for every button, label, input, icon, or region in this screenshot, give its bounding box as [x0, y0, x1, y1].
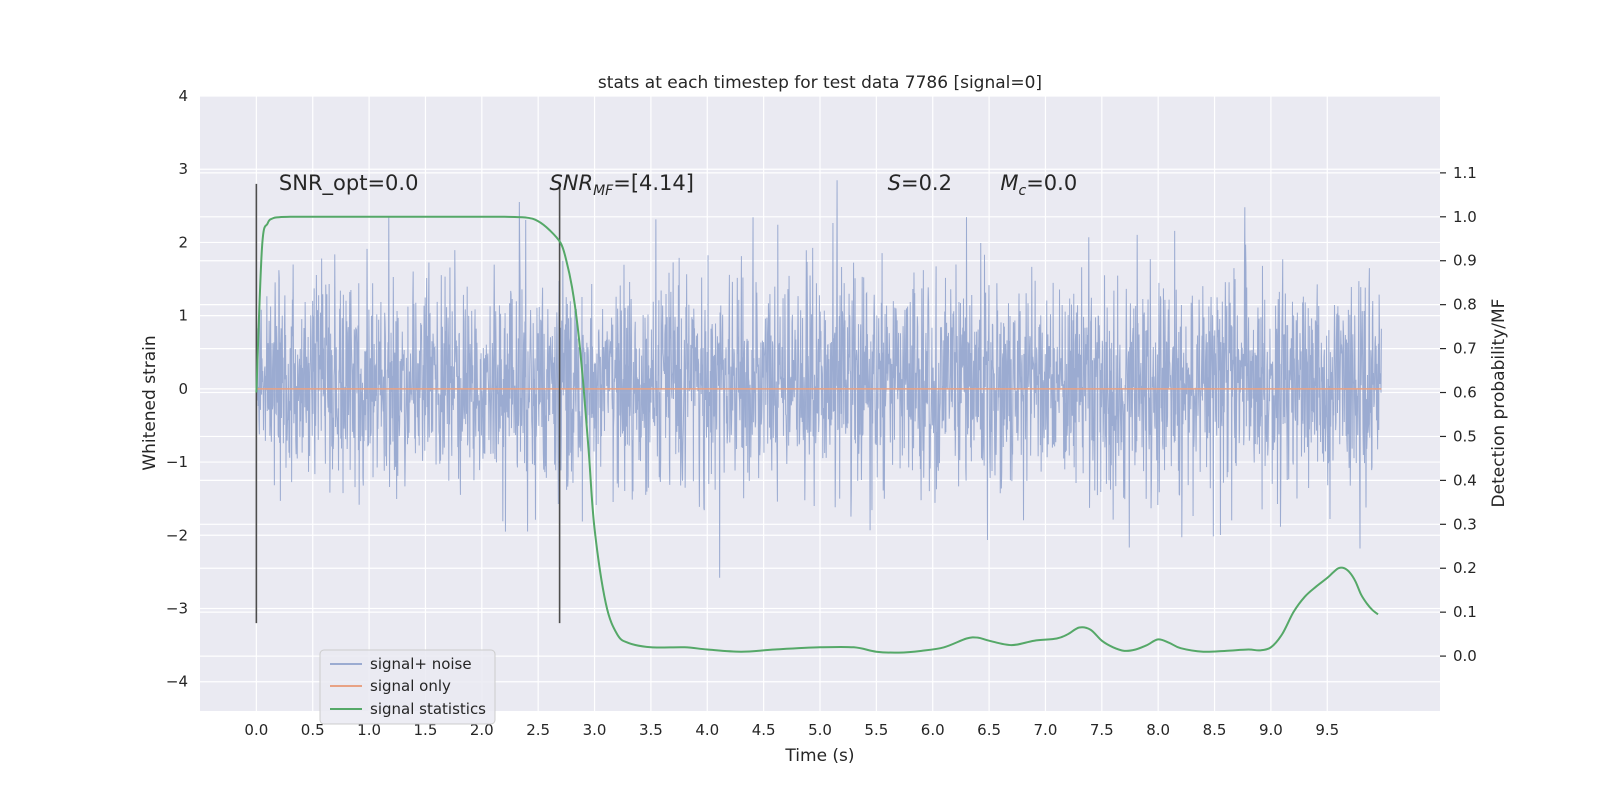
y2-axis-ticks: 1.1 1.0 0.9 0.8 0.7 0.6 0.5 0.4 0.3 0.2 0.1 0.0	[1440, 164, 1477, 665]
y-tick-label: 2	[178, 233, 188, 251]
noise-line	[255, 180, 1382, 578]
x-tick-label: 3.0	[583, 721, 607, 739]
y2-tick-label: 0.7	[1453, 340, 1477, 358]
y2-tick-label: 0.3	[1453, 515, 1477, 533]
y-tick-label: −3	[166, 600, 188, 618]
legend-label-signal-statistics: signal statistics	[370, 700, 486, 718]
y2-tick-label: 0.4	[1453, 471, 1477, 489]
annotation-s: S=0.2	[888, 171, 952, 195]
y2-tick-label: 1.1	[1453, 164, 1477, 182]
series-signal-statistics	[255, 215, 1379, 654]
x-axis-title: Time (s)	[784, 746, 854, 766]
y2-tick-label: 0.1	[1453, 603, 1477, 621]
x-tick-label: 9.0	[1259, 721, 1283, 739]
annotation-snr-opt: SNR_opt=0.0	[279, 171, 419, 196]
y-tick-label: −1	[166, 453, 188, 471]
legend-label-signal-noise: signal+ noise	[370, 655, 472, 673]
x-tick-label: 0.0	[244, 721, 268, 739]
y-axis-title: Whitened strain	[140, 335, 160, 470]
x-tick-label: 0.5	[301, 721, 325, 739]
annotations: SNR_opt=0.0 SNRMF=[4.14] S=0.2 Mc=0.0	[279, 171, 1077, 199]
y2-axis-title: Detection probability/MF	[1489, 299, 1509, 508]
x-tick-label: 5.5	[864, 721, 888, 739]
annotation-mc: Mc=0.0	[1000, 171, 1077, 199]
x-tick-label: 2.5	[526, 721, 550, 739]
x-tick-label: 1.5	[414, 721, 438, 739]
x-tick-label: 4.0	[695, 721, 719, 739]
legend: signal+ noise signal only signal statist…	[319, 649, 496, 725]
vertical-markers	[255, 183, 561, 624]
y2-tick-label: 0.5	[1453, 427, 1477, 445]
x-tick-label: 8.5	[1203, 721, 1227, 739]
y-tick-label: 4	[178, 87, 188, 105]
x-tick-label: 5.0	[808, 721, 832, 739]
x-tick-label: 9.5	[1315, 721, 1339, 739]
x-tick-label: 6.5	[977, 721, 1001, 739]
x-tick-label: 8.0	[1146, 721, 1170, 739]
x-axis-ticks: 0.0 0.5 1.0 1.5 2.0 2.5 3.0 3.5 4.0 4.5 5.0 5.5 6.0 6…	[244, 721, 1339, 739]
x-tick-label: 7.0	[1034, 721, 1058, 739]
y-axis-ticks: 4 3 2 1 0 −1 −2 −3 −4	[166, 87, 188, 691]
y2-tick-label: 0.8	[1453, 296, 1477, 314]
y2-tick-label: 0.6	[1453, 384, 1477, 402]
y2-tick-label: 0.0	[1453, 647, 1477, 665]
y-tick-label: −2	[166, 526, 188, 544]
x-tick-label: 7.5	[1090, 721, 1114, 739]
legend-label-signal-only: signal only	[370, 677, 451, 695]
y2-tick-label: 0.2	[1453, 559, 1477, 577]
chart-title: stats at each timestep for test data 778…	[598, 73, 1042, 93]
x-tick-label: 6.0	[921, 721, 945, 739]
y2-tick-label: 0.9	[1453, 252, 1477, 270]
y-tick-label: 0	[178, 380, 188, 398]
x-tick-label: 3.5	[639, 721, 663, 739]
statistics-line	[255, 215, 1379, 654]
legend-box	[319, 649, 496, 725]
x-tick-label: 4.5	[752, 721, 776, 739]
y-tick-label: 3	[178, 160, 188, 178]
y2-tick-label: 1.0	[1453, 208, 1477, 226]
x-tick-label: 1.0	[357, 721, 381, 739]
y-tick-label: 1	[178, 307, 188, 325]
x-tick-label: 2.0	[470, 721, 494, 739]
series-signal-noise	[255, 180, 1382, 578]
y-tick-label: −4	[166, 673, 188, 691]
annotation-snr-mf: SNRMF=[4.14]	[549, 171, 694, 199]
